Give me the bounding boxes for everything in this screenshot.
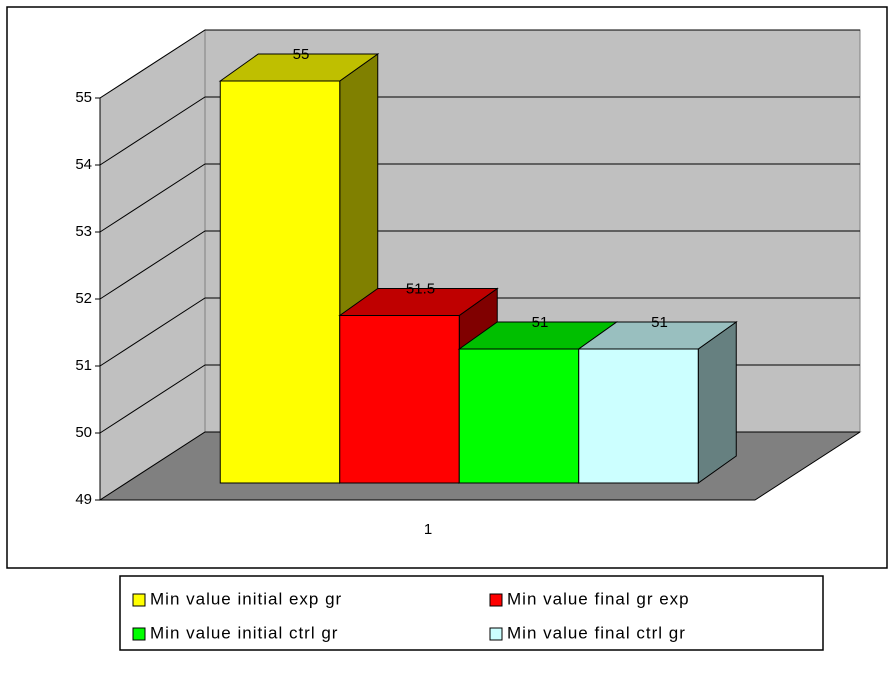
y-tick-label: 55: [75, 89, 92, 106]
legend-swatch: [489, 627, 503, 641]
legend-label: Min value final gr exp: [507, 589, 690, 608]
legend-label: Min value final ctrl gr: [507, 623, 686, 642]
grid-line: [99, 230, 860, 300]
y-tick-label: 50: [75, 424, 92, 441]
data-label: 51: [651, 314, 668, 331]
legend-swatch: [132, 593, 146, 607]
y-tick-label: 54: [75, 156, 92, 173]
data-label: 51: [532, 314, 549, 331]
bar: [578, 348, 699, 484]
grid-line: [99, 96, 860, 166]
grid-line: [99, 297, 860, 367]
legend-box: [119, 575, 824, 651]
data-label: 51.5: [406, 280, 435, 297]
y-tick-label: 49: [75, 491, 92, 508]
bar: [219, 80, 341, 484]
bar: [339, 315, 460, 484]
grid-line: [99, 163, 860, 233]
x-tick-label: 1: [424, 521, 432, 538]
bar: [458, 348, 580, 484]
legend-label: Min value initial ctrl gr: [150, 623, 338, 642]
y-tick-label: 51: [75, 357, 92, 374]
data-label: 55: [293, 46, 310, 63]
y-tick-label: 53: [75, 223, 92, 240]
bar-side: [697, 321, 737, 484]
legend-label: Min value initial exp gr: [150, 589, 342, 608]
legend-swatch: [489, 593, 503, 607]
y-tick-label: 52: [75, 290, 92, 307]
x-edge: [754, 431, 861, 501]
grid-line: [99, 29, 860, 99]
legend-swatch: [132, 627, 146, 641]
